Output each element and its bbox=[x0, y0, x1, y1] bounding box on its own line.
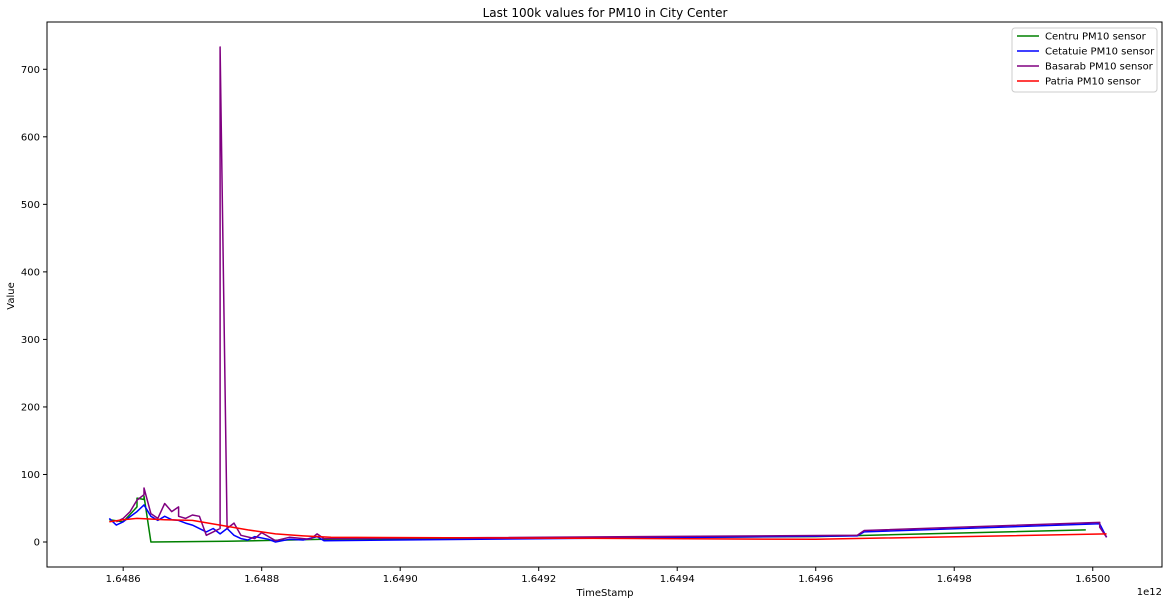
y-tick-label: 600 bbox=[21, 132, 40, 143]
plot-series-group bbox=[108, 46, 1108, 543]
x-tick-label: 1.6496 bbox=[798, 574, 833, 585]
y-tick-label: 0 bbox=[34, 538, 40, 549]
x-tick-label: 1.6494 bbox=[660, 574, 695, 585]
x-offset-label: 1e12 bbox=[1137, 587, 1162, 598]
y-axis-label: Value bbox=[6, 282, 17, 309]
y-tick-label: 200 bbox=[21, 402, 40, 413]
legend-label: Cetatuie PM10 sensor bbox=[1045, 47, 1155, 58]
y-tick-label: 400 bbox=[21, 267, 40, 278]
x-axis-label: TimeStamp bbox=[576, 588, 634, 599]
chart-title: Last 100k values for PM10 in City Center bbox=[483, 6, 728, 20]
x-axis-ticks: 1.6486 1.6488 1.6490 1.6492 1.6494 1.6496 1.64… bbox=[106, 567, 1110, 585]
x-tick-label: 1.6498 bbox=[937, 574, 972, 585]
y-tick-label: 100 bbox=[21, 470, 40, 481]
plot-area-frame bbox=[46, 21, 1163, 568]
legend-label: Centru PM10 sensor bbox=[1045, 32, 1147, 43]
legend-label: Basarab PM10 sensor bbox=[1045, 62, 1154, 73]
y-axis-ticks: 0 100 200 300 400 500 600 700 bbox=[21, 65, 47, 549]
x-tick-label: 1.6490 bbox=[383, 574, 418, 585]
series-line-2 bbox=[115, 46, 1108, 542]
y-tick-label: 500 bbox=[21, 200, 40, 211]
legend-label: Patria PM10 sensor bbox=[1045, 77, 1141, 88]
x-tick-label: 1.6492 bbox=[521, 574, 556, 585]
series-line-0 bbox=[109, 495, 1086, 543]
y-tick-label: 700 bbox=[21, 65, 40, 76]
legend: Centru PM10 sensor Cetatuie PM10 sensor Ba… bbox=[1011, 27, 1158, 93]
series-line-3 bbox=[109, 517, 1107, 541]
x-tick-label: 1.6488 bbox=[244, 574, 279, 585]
x-tick-label: 1.6486 bbox=[106, 574, 141, 585]
y-tick-label: 300 bbox=[21, 335, 40, 346]
legend-frame bbox=[1011, 27, 1158, 93]
x-tick-label: 1.6500 bbox=[1075, 574, 1110, 585]
